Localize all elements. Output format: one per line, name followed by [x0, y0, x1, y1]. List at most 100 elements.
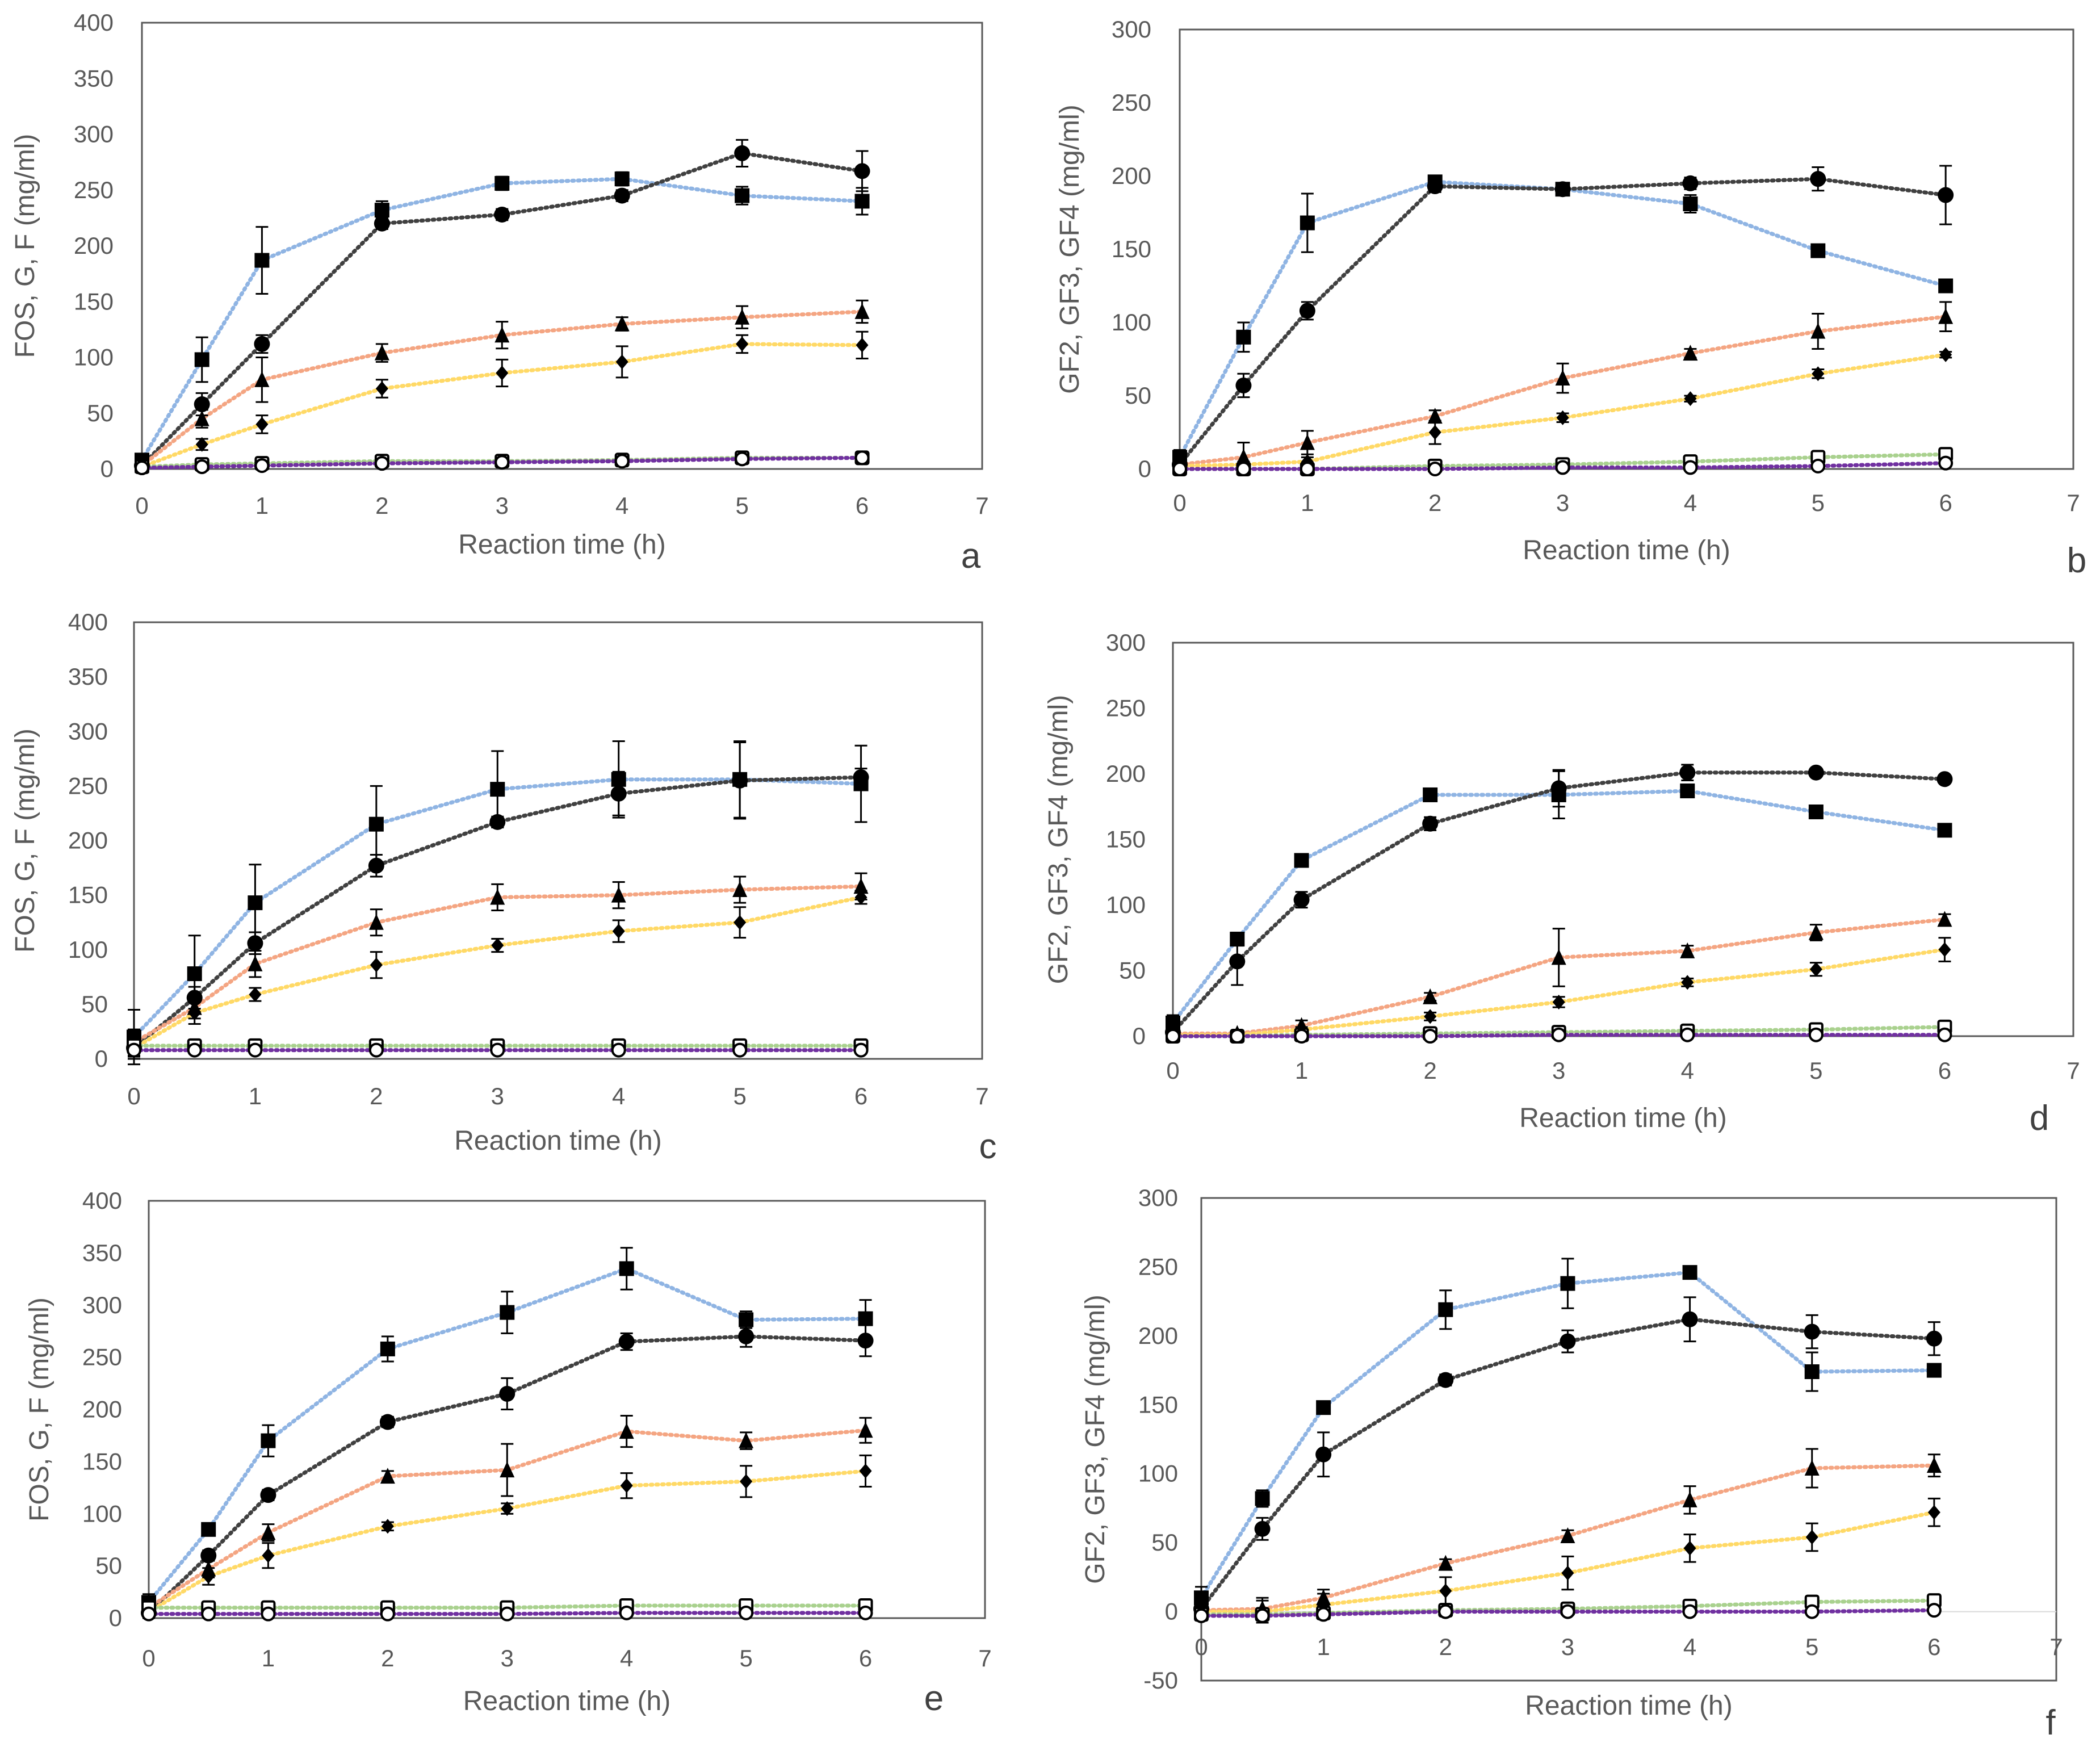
x-tick-label: 2 [1423, 1057, 1436, 1084]
y-tick-label: 0 [1133, 1023, 1146, 1049]
y-tick-label: -50 [1143, 1667, 1178, 1694]
y-tick-label: 150 [82, 1448, 122, 1474]
y-tick-label: 400 [74, 9, 114, 36]
x-tick-label: 0 [1166, 1057, 1179, 1084]
data-point-square [1937, 823, 1952, 838]
x-tick-label: 7 [978, 1645, 991, 1671]
data-point-square [201, 1522, 216, 1537]
series-line-circle [1199, 1317, 1936, 1611]
data-point-diamond [195, 437, 208, 452]
data-point-open-circle [1255, 1608, 1270, 1623]
data-point-triangle [368, 914, 384, 930]
x-tick-label: 3 [491, 1083, 504, 1109]
data-point-triangle [853, 878, 869, 894]
data-point-square [1423, 787, 1438, 802]
data-point-open-circle [500, 1606, 515, 1622]
data-point-circle [1808, 764, 1824, 781]
data-point-triangle [1555, 370, 1570, 386]
data-point-square [1236, 329, 1251, 345]
data-point-triangle [1810, 322, 1826, 339]
data-point-triangle [500, 1461, 515, 1478]
x-tick-label: 7 [975, 492, 988, 519]
x-axis-title: Reaction time (h) [1523, 535, 1730, 565]
data-point-open-circle [1300, 462, 1315, 476]
x-tick-label: 6 [856, 492, 869, 519]
data-point-square [490, 782, 505, 797]
data-point-open-circle [732, 1042, 748, 1058]
data-point-triangle [732, 881, 748, 898]
data-point-open-circle [611, 1042, 626, 1058]
data-point-diamond [859, 1463, 872, 1478]
y-tick-label: 400 [68, 609, 108, 635]
x-axis-title: Reaction time (h) [1519, 1103, 1726, 1133]
data-point-circle [374, 215, 390, 232]
chart-panel-c: 0 50 100 150 200 250 300 350 400 0 1 2 3 4 5 6 7 Reaction… [10, 609, 997, 1166]
data-point-square [261, 1433, 276, 1448]
data-point-diamond [1812, 366, 1825, 382]
y-tick-label: 200 [68, 827, 108, 854]
x-tick-label: 5 [1812, 489, 1825, 516]
panel-letter: e [924, 1679, 944, 1718]
x-tick-label: 6 [1938, 1057, 1951, 1084]
x-axis-title: Reaction time (h) [454, 1126, 661, 1156]
data-point-circle [1679, 764, 1696, 781]
data-point-triangle [735, 308, 750, 325]
series-line-triangle [132, 884, 864, 1045]
y-axis-title: GF2, GF3, GF4 (mg/ml) [1043, 695, 1074, 984]
panel-letter: c [979, 1127, 997, 1166]
data-point-circle [1682, 175, 1699, 191]
y-tick-label: 150 [68, 882, 108, 908]
data-point-diamond [615, 354, 628, 370]
data-point-diamond [854, 890, 867, 905]
x-tick-label: 1 [1301, 489, 1314, 516]
data-point-square [1810, 243, 1826, 258]
data-point-open-circle [141, 1606, 156, 1622]
series-line-open-circle [1171, 1033, 1947, 1038]
data-point-triangle [1682, 1491, 1697, 1507]
data-point-open-circle [380, 1606, 395, 1622]
series-line-circle [1177, 177, 1948, 467]
data-point-open-circle [614, 454, 630, 469]
y-tick-label: 200 [1106, 760, 1146, 787]
data-point-open-circle [1236, 462, 1251, 476]
y-tick-label: 50 [87, 400, 114, 426]
data-point-open-circle [1438, 1604, 1453, 1619]
data-point-open-circle [1551, 1027, 1566, 1042]
data-point-triangle [254, 371, 270, 387]
x-tick-label: 3 [1556, 489, 1569, 516]
data-point-circle [1560, 1333, 1576, 1350]
chart-panel-a: 0 50 100 150 200 250 300 350 400 0 1 2 3 4 5 6 7 Reaction… [10, 9, 989, 576]
data-point-diamond [1939, 347, 1952, 362]
y-tick-label: 350 [82, 1239, 122, 1266]
data-point-circle [1299, 303, 1315, 319]
y-tick-label: 200 [74, 232, 114, 259]
panel-letter: d [2030, 1099, 2049, 1138]
data-point-square [1316, 1400, 1331, 1415]
data-point-diamond [733, 915, 747, 930]
data-point-square [1294, 853, 1309, 868]
data-point-circle [1926, 1330, 1942, 1347]
data-point-diamond [381, 1519, 394, 1534]
y-tick-label: 300 [1106, 629, 1146, 656]
series-line-open-circle [1199, 1608, 1936, 1618]
data-point-open-circle [127, 1042, 141, 1058]
data-point-triangle [261, 1524, 276, 1540]
y-tick-label: 300 [74, 121, 114, 148]
x-tick-label: 0 [142, 1645, 155, 1671]
data-point-triangle [1937, 911, 1952, 927]
series-line-diamond [1177, 353, 1948, 468]
data-point-square [248, 895, 263, 911]
data-point-triangle [494, 326, 510, 343]
y-tick-label: 100 [68, 936, 108, 963]
data-point-diamond [262, 1548, 275, 1563]
series-line-circle [132, 775, 864, 1050]
data-point-open-circle [1294, 1029, 1309, 1044]
plot-area-frame [141, 22, 983, 470]
data-point-circle [618, 1334, 635, 1350]
series-line-circle [146, 1334, 868, 1615]
data-point-circle [194, 396, 210, 413]
panel-letter: f [2045, 1703, 2056, 1742]
data-point-circle [857, 1333, 874, 1349]
data-point-open-circle [368, 1042, 384, 1058]
plot-area-frame [1179, 28, 2074, 470]
